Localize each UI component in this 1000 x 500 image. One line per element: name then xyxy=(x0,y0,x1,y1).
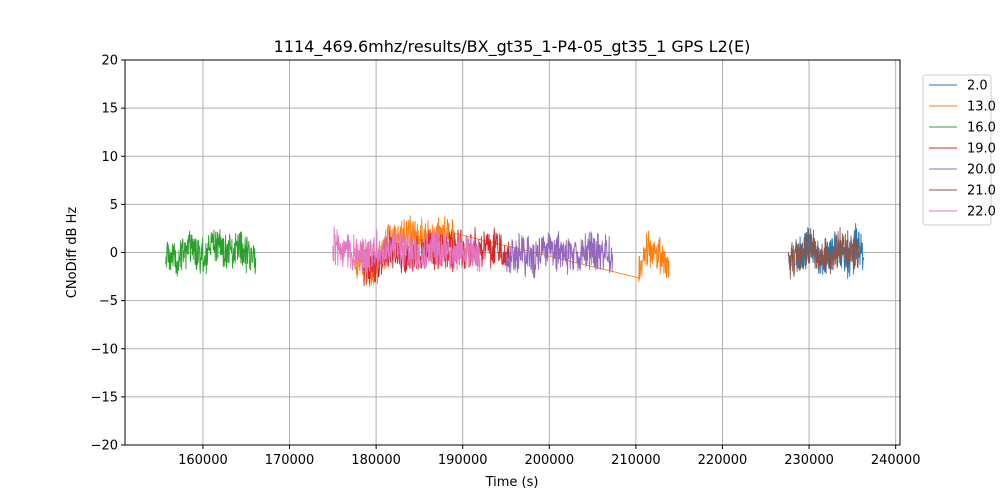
legend-label: 19.0 xyxy=(967,142,996,157)
y-tick-label: 10 xyxy=(101,150,118,165)
x-tick-label: 180000 xyxy=(351,453,401,468)
y-tick-label: −20 xyxy=(91,439,118,454)
legend-box xyxy=(922,74,992,226)
y-tick-label: 15 xyxy=(101,102,118,117)
series-line-20.0 xyxy=(505,231,613,279)
legend-label: 13.0 xyxy=(967,100,996,115)
y-tick-label: 0 xyxy=(110,246,118,261)
y-tick-label: 5 xyxy=(110,198,118,213)
y-axis-label: CNoDiff dB Hz xyxy=(65,207,80,299)
series-line-19.0 xyxy=(362,227,511,287)
series-line-16.0 xyxy=(165,229,257,277)
legend-label: 22.0 xyxy=(967,205,996,220)
y-tick-label: −10 xyxy=(91,342,118,357)
x-tick-label: 160000 xyxy=(178,453,228,468)
legend-label: 20.0 xyxy=(967,163,996,178)
series-line-22.0 xyxy=(332,226,481,275)
x-tick-label: 220000 xyxy=(698,453,748,468)
x-tick-label: 190000 xyxy=(438,453,488,468)
plot-area xyxy=(124,59,901,446)
legend-label: 2.0 xyxy=(967,79,988,94)
legend: 2.0 13.0 16.0 19.0 20.0 21.0 22.0 xyxy=(922,74,996,226)
x-axis: 160000 170000 180000 190000 200000 210000 2200… xyxy=(178,445,920,468)
y-tick-label: −5 xyxy=(99,294,118,309)
legend-label: 21.0 xyxy=(967,184,996,199)
x-tick-label: 240000 xyxy=(871,453,921,468)
chart-title: 1114_469.6mhz/results/BX_gt35_1-P4-05_gt… xyxy=(274,37,751,57)
series-layer xyxy=(165,215,865,288)
y-tick-label: −15 xyxy=(91,390,118,405)
legend-label: 16.0 xyxy=(967,121,996,136)
series-line-21.0 xyxy=(787,226,860,280)
x-tick-label: 170000 xyxy=(265,453,315,468)
y-axis: −20 −15 −10 −5 0 5 10 15 20 xyxy=(91,54,125,454)
x-tick-label: 230000 xyxy=(784,453,834,468)
x-axis-label: Time (s) xyxy=(485,475,539,490)
x-tick-label: 210000 xyxy=(611,453,661,468)
y-tick-label: 20 xyxy=(101,54,118,69)
x-tick-label: 200000 xyxy=(524,453,574,468)
